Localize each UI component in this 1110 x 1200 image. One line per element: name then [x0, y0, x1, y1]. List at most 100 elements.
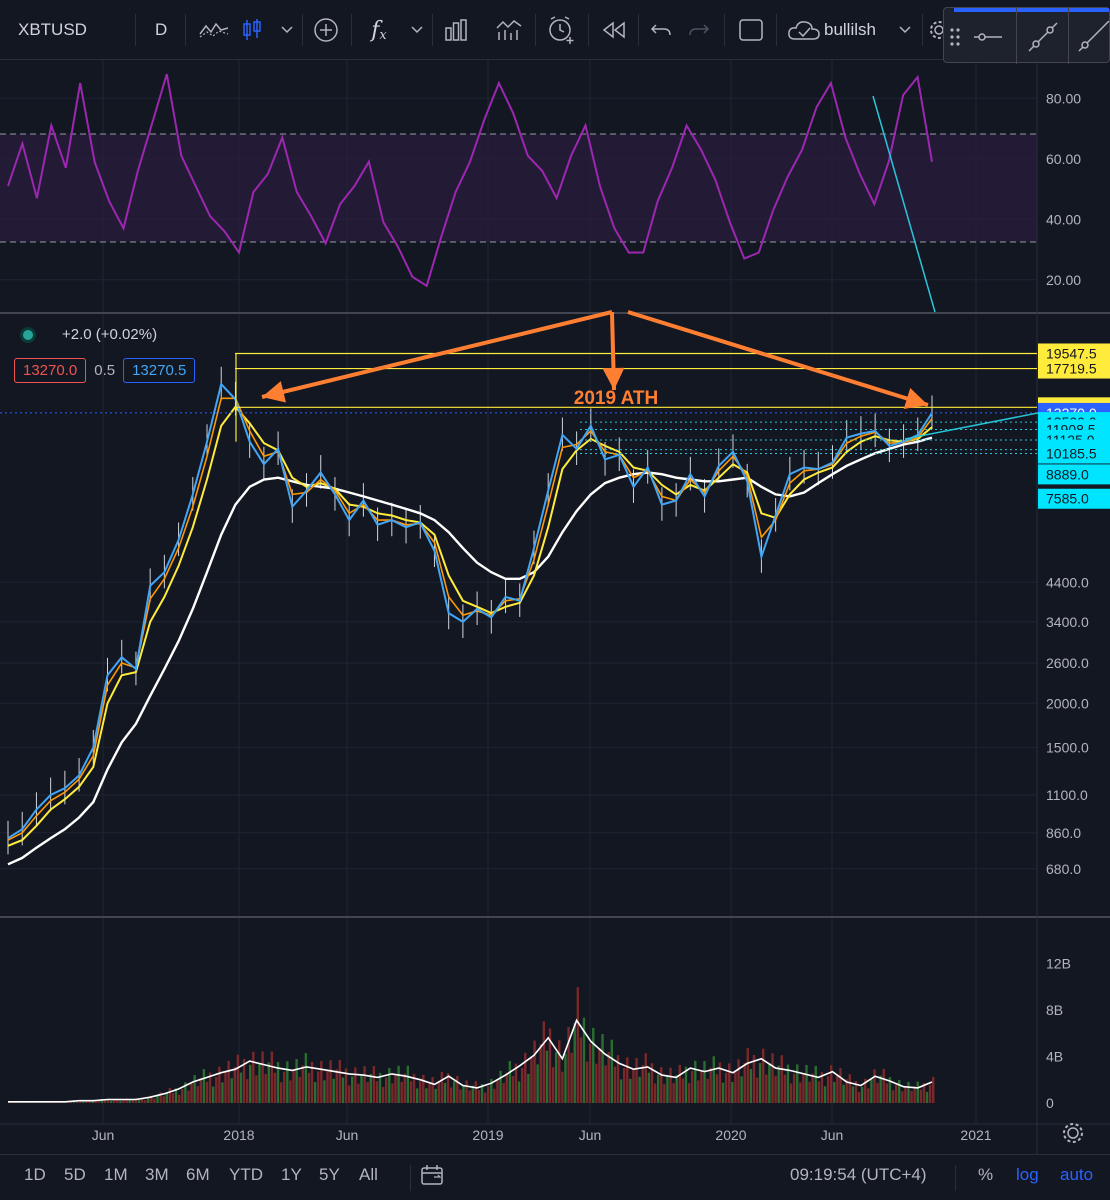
- volume-bar: [629, 1078, 632, 1103]
- volume-bar: [796, 1064, 799, 1103]
- chevron-down-icon[interactable]: [408, 14, 426, 46]
- volume-bar: [125, 1098, 128, 1103]
- volume-bar: [412, 1073, 416, 1103]
- volume-bar: [462, 1085, 465, 1103]
- volume-bar: [666, 1075, 669, 1103]
- volume-bar: [409, 1081, 413, 1103]
- toolbar-divider: [922, 14, 923, 46]
- volume-bar: [805, 1064, 808, 1103]
- volume-bar: [431, 1077, 434, 1103]
- volume-bar: [483, 1092, 487, 1103]
- rsi-tick-label: 20.00: [1046, 272, 1081, 288]
- volume-bar: [153, 1098, 156, 1103]
- time-tick-label: Jun: [92, 1127, 115, 1143]
- volume-bar: [103, 1100, 107, 1103]
- chevron-down-icon[interactable]: [278, 14, 296, 46]
- templates-icon[interactable]: [494, 14, 524, 46]
- volume-bar: [344, 1068, 348, 1103]
- volume-bar: [168, 1087, 172, 1103]
- volume-bar: [839, 1068, 842, 1103]
- undo-icon[interactable]: [648, 14, 674, 46]
- interval-button[interactable]: D: [155, 20, 168, 39]
- volume-bar: [644, 1053, 648, 1103]
- chevron-down-icon[interactable]: [896, 14, 914, 46]
- volume-bar: [403, 1073, 406, 1103]
- range-button-1m[interactable]: 1M: [104, 1165, 128, 1184]
- date-range-icon[interactable]: [420, 1163, 446, 1192]
- volume-bar: [687, 1083, 691, 1103]
- toolbar-divider: [135, 14, 136, 46]
- auto-toggle[interactable]: auto: [1060, 1165, 1094, 1184]
- range-button-3m[interactable]: 3M: [145, 1165, 169, 1184]
- volume-bar: [381, 1086, 385, 1103]
- volume-bar: [675, 1075, 678, 1103]
- volume-bar: [75, 1101, 79, 1103]
- volume-bar: [539, 1044, 542, 1103]
- indicators-sub-label: x: [379, 27, 387, 43]
- volume-bar: [165, 1092, 169, 1103]
- horizontal-line-tool-icon[interactable]: [972, 22, 1004, 57]
- volume-bar: [879, 1075, 882, 1103]
- volume-bar: [85, 1101, 88, 1103]
- volume-bar: [406, 1065, 410, 1103]
- log-toggle[interactable]: log: [1016, 1165, 1039, 1184]
- volume-bar: [554, 1052, 558, 1103]
- volume-bar: [626, 1057, 629, 1103]
- symbol-search-button[interactable]: XBTUSD: [18, 20, 87, 39]
- replay-icon[interactable]: [600, 14, 628, 46]
- layout-name[interactable]: bullilsh: [824, 20, 876, 39]
- fullscreen-icon[interactable]: [737, 14, 765, 46]
- volume-bar: [480, 1084, 484, 1103]
- range-button-5y[interactable]: 5Y: [319, 1165, 340, 1184]
- redo-icon[interactable]: [686, 14, 712, 46]
- volume-bar: [72, 1100, 76, 1103]
- plus-circle-icon[interactable]: [312, 14, 340, 46]
- sell-button[interactable]: 13270.0: [14, 358, 87, 383]
- ath-annotation-label: 2019 ATH: [574, 388, 658, 409]
- toolbar-divider: [588, 14, 589, 46]
- volume-bar: [864, 1078, 867, 1103]
- percent-toggle[interactable]: %: [978, 1165, 994, 1184]
- drawing-toolbar-panel: [943, 7, 1110, 64]
- volume-ma-line: [8, 1018, 933, 1103]
- time-tick-label: 2019: [472, 1127, 503, 1143]
- cloud-icon[interactable]: [786, 14, 822, 46]
- panel-divider: [1016, 8, 1017, 64]
- compare-icon[interactable]: [198, 14, 230, 46]
- buy-button[interactable]: 13270.5: [123, 358, 196, 383]
- volume-bar: [814, 1065, 817, 1103]
- volume-bar: [576, 987, 580, 1103]
- bar-chart-icon[interactable]: [443, 14, 469, 46]
- range-button-1y[interactable]: 1Y: [281, 1165, 302, 1184]
- chart-canvas[interactable]: 2019 ATH 80.00 60.00 40.00 20.00 4400.0 3400.…: [0, 60, 1110, 1154]
- volume-bar: [660, 1067, 663, 1103]
- volume-bar: [826, 1076, 830, 1103]
- range-button-all[interactable]: All: [359, 1165, 378, 1184]
- volume-bar: [768, 1063, 771, 1103]
- volume-bar: [789, 1083, 793, 1103]
- range-button-1d[interactable]: 1D: [24, 1165, 46, 1184]
- bottom-bar: 1D 5D 1M 3M 6M YTD 1Y 5Y All 09:19:54 (UTC+4) % …: [0, 1154, 1110, 1200]
- volume-bar: [734, 1071, 737, 1103]
- volume-bar: [335, 1069, 338, 1103]
- candles-icon[interactable]: [240, 14, 264, 46]
- clock[interactable]: 09:19:54 (UTC+4): [790, 1165, 927, 1184]
- volume-bar: [397, 1065, 400, 1103]
- trend-line-tool-icon[interactable]: [1026, 20, 1060, 59]
- range-button-ytd[interactable]: YTD: [229, 1165, 263, 1184]
- volume-bar: [119, 1100, 122, 1103]
- volume-bar: [783, 1074, 787, 1103]
- volume-bar: [236, 1054, 240, 1103]
- volume-bar: [252, 1051, 255, 1103]
- settings-gear-icon[interactable]: [1063, 1123, 1083, 1143]
- range-button-6m[interactable]: 6M: [186, 1165, 210, 1184]
- volume-bar: [777, 1065, 780, 1103]
- market-status-icon: [20, 326, 36, 343]
- range-button-5d[interactable]: 5D: [64, 1165, 86, 1184]
- volume-bar: [493, 1088, 496, 1103]
- alert-icon[interactable]: [546, 14, 576, 46]
- ray-tool-icon[interactable]: [1076, 20, 1110, 59]
- volume-bar: [88, 1100, 91, 1103]
- drag-handle-icon[interactable]: [948, 26, 962, 53]
